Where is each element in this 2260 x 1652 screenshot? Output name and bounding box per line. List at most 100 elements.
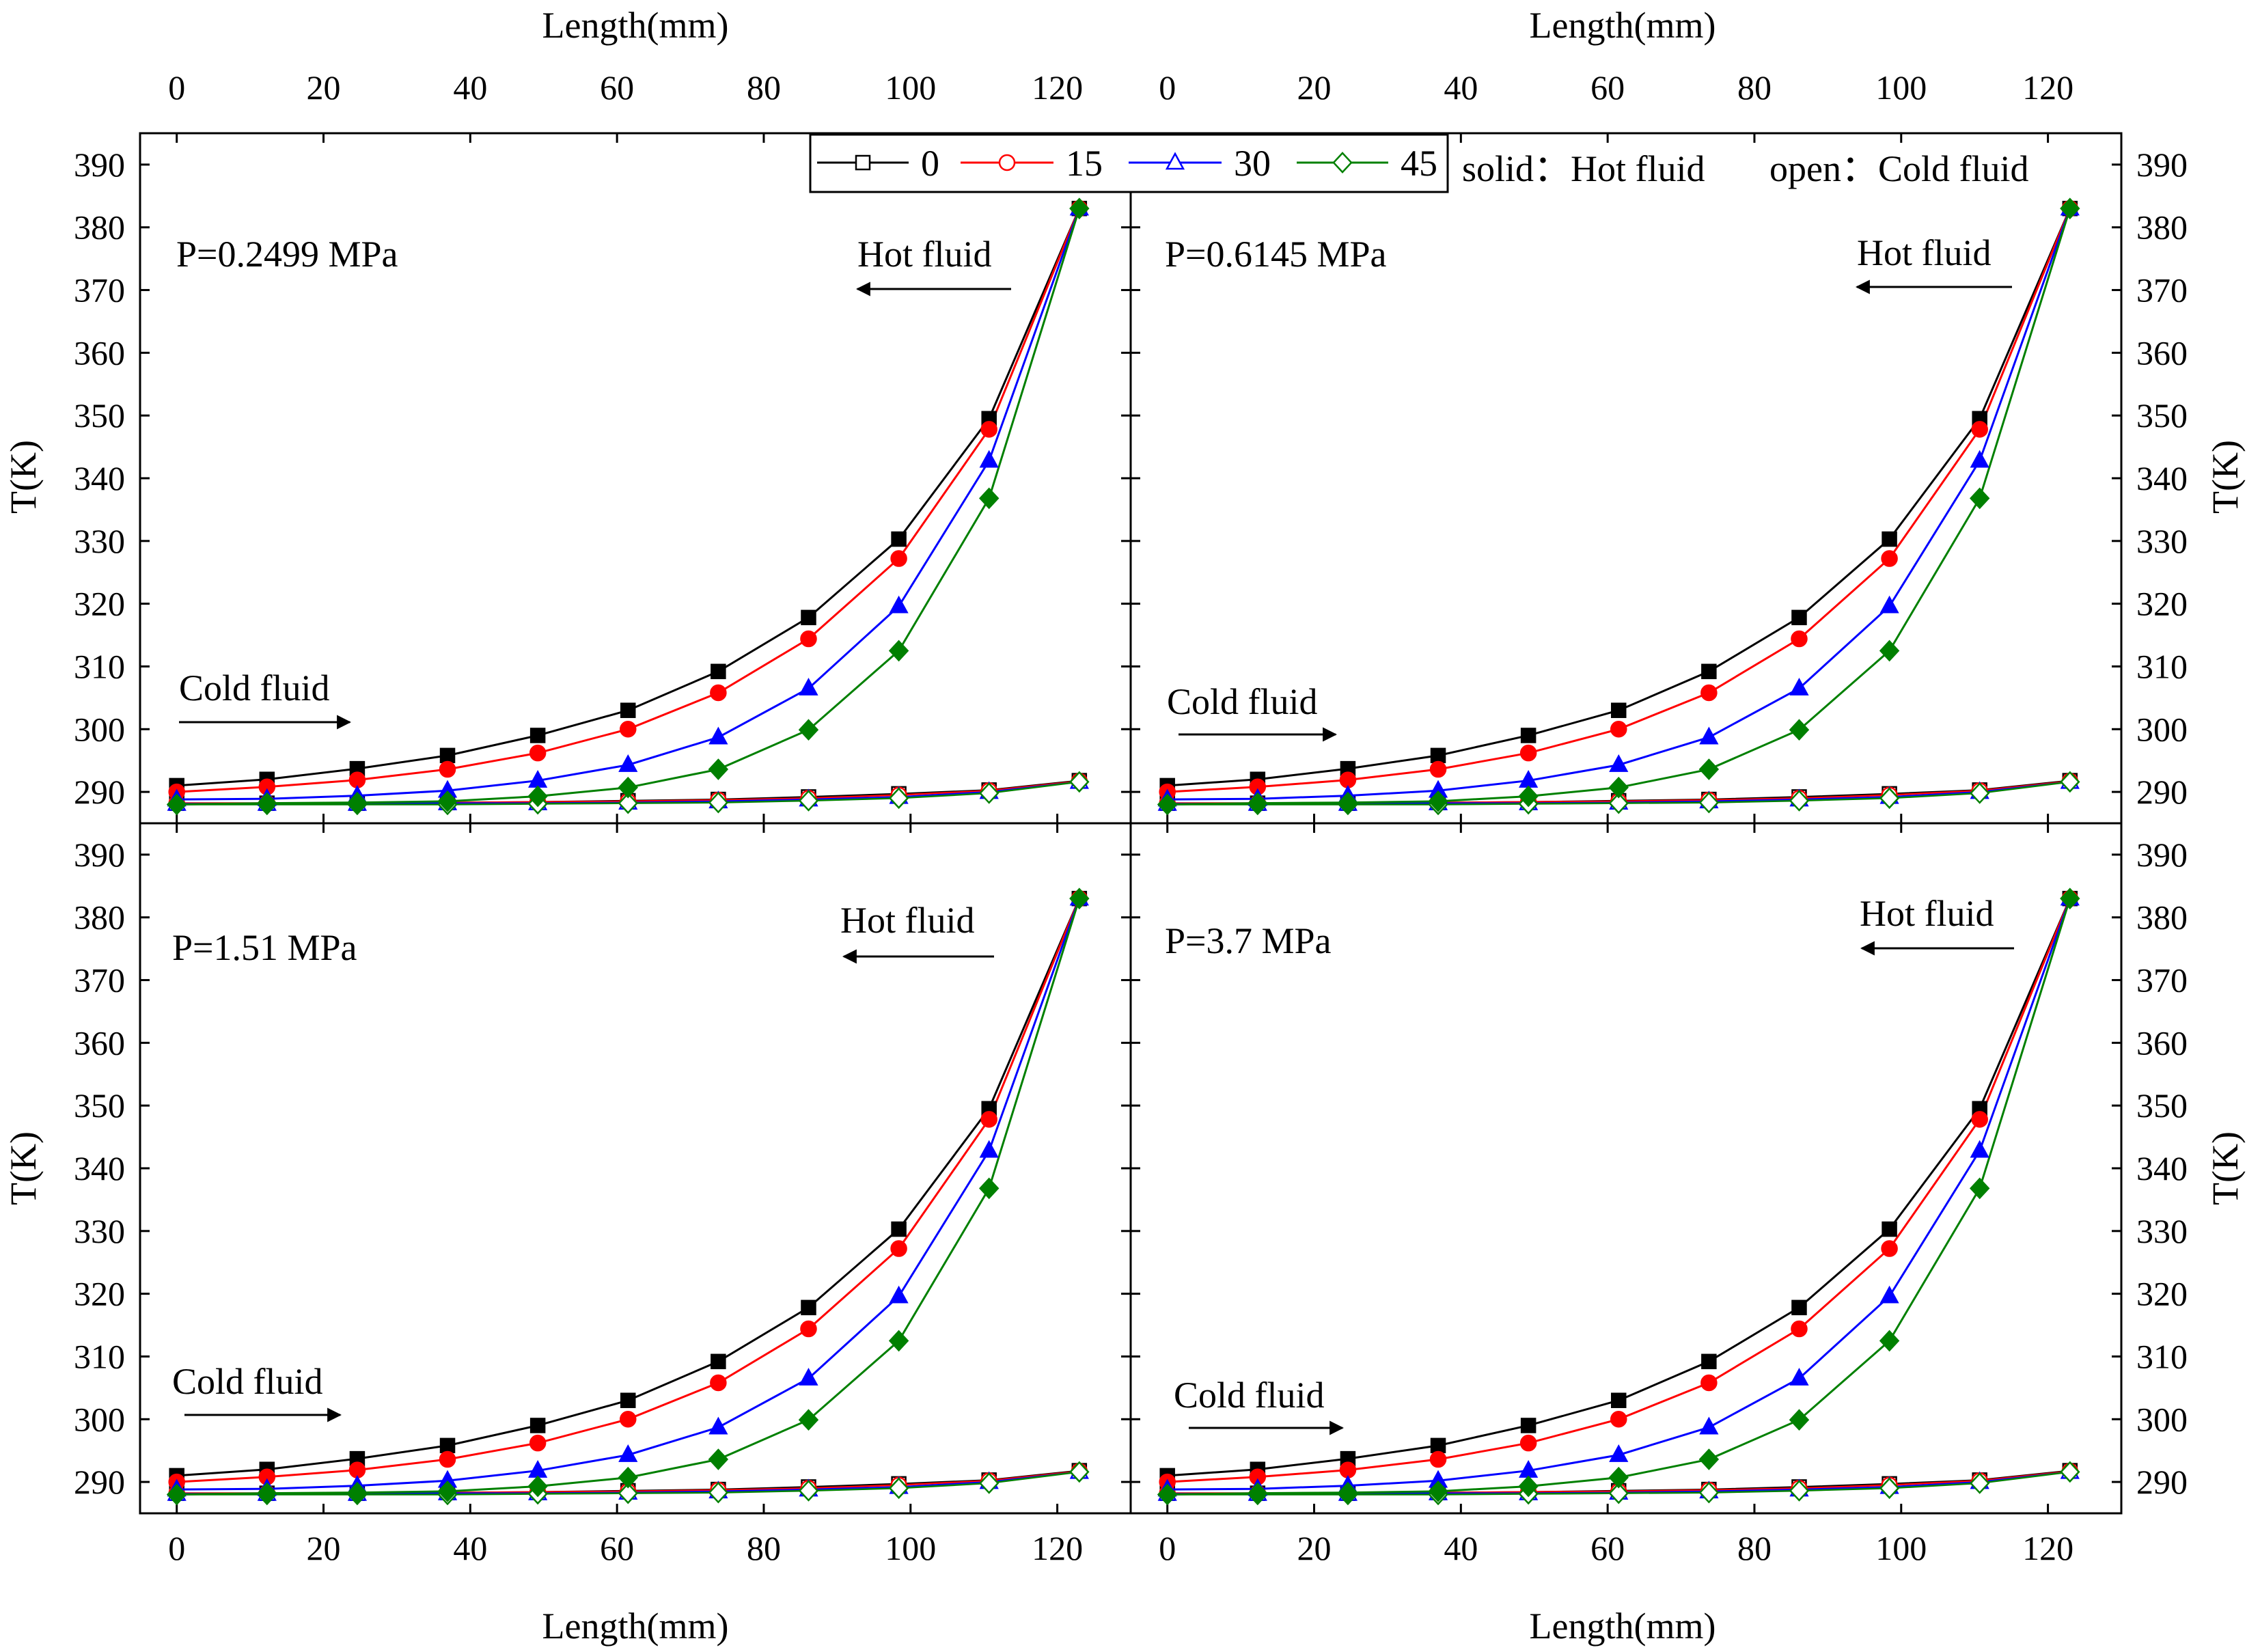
legend-swatch-marker-15 xyxy=(998,154,1016,171)
y-tick-label: 350 xyxy=(2136,396,2188,435)
hot-point-45 xyxy=(978,487,1000,510)
hot-point-45 xyxy=(1879,1330,1900,1352)
hot-point-45 xyxy=(1789,1409,1810,1431)
hot-point-15 xyxy=(1700,1374,1718,1392)
x-tick-label: 60 xyxy=(600,68,634,107)
y-tick-label: 330 xyxy=(2136,522,2188,560)
x-tick-label: 100 xyxy=(1875,1529,1927,1567)
top-right-y-axis-title: T(K) xyxy=(2205,440,2246,514)
y-tick-label: 350 xyxy=(2136,1086,2188,1125)
cold-point-45 xyxy=(1698,1481,1720,1504)
cold-point-45 xyxy=(798,790,819,812)
hot-point-45 xyxy=(527,1475,548,1498)
hot-point-45 xyxy=(1698,758,1720,780)
hot-point-30 xyxy=(1699,726,1719,745)
hot-point-15 xyxy=(1791,630,1808,648)
y-tick-label: 310 xyxy=(2136,647,2188,685)
y-tick-label: 390 xyxy=(2136,836,2188,874)
cold-fluid-label: Cold fluid xyxy=(1167,681,1318,722)
hot-point-15 xyxy=(800,1320,817,1338)
hot-point-30 xyxy=(708,1416,728,1435)
hot-point-0 xyxy=(801,609,816,626)
cold-point-45 xyxy=(1969,1472,1990,1494)
y-tick-label: 370 xyxy=(2136,271,2188,309)
hot-point-15 xyxy=(1429,760,1447,778)
x-tick-label: 0 xyxy=(168,68,185,107)
y-tick-label: 330 xyxy=(74,522,125,560)
hot-point-0 xyxy=(620,1392,636,1408)
hot-point-30 xyxy=(1879,595,1899,614)
hot-point-15 xyxy=(439,760,456,778)
hot-point-0 xyxy=(1611,1392,1627,1408)
hot-point-45 xyxy=(1069,887,1090,910)
y-tick-label: 380 xyxy=(2136,208,2188,247)
hot-point-30 xyxy=(799,677,818,696)
bottom-left-y-axis-title: T(K) xyxy=(3,1131,44,1205)
hot-point-45 xyxy=(1428,790,1448,812)
hot-point-45 xyxy=(166,1483,187,1506)
legend-note-solid: solid：Hot fluid xyxy=(1462,148,1705,189)
hot-point-45 xyxy=(618,776,638,799)
y-tick-label: 360 xyxy=(2136,1023,2188,1062)
hot-fluid-label: Hot fluid xyxy=(1860,893,1994,934)
x-tick-label: 80 xyxy=(747,1529,781,1567)
bottom-left-x-axis-title: Length(mm) xyxy=(542,1606,729,1647)
legend-label-0: 0 xyxy=(921,143,939,184)
cold-point-45 xyxy=(1698,791,1720,814)
cold-point-45 xyxy=(2060,771,2080,793)
hot-point-15 xyxy=(529,1434,547,1452)
panel-top-left: 290 300 310 320 330 340 350 360 370 380 390 0 20 40 60… xyxy=(74,68,1132,825)
hot-point-45 xyxy=(437,790,458,812)
hot-point-45 xyxy=(347,791,368,814)
hot-point-45 xyxy=(1069,197,1090,220)
cold-point-45 xyxy=(1789,790,1810,812)
hot-point-30 xyxy=(889,1285,909,1304)
hot-point-0 xyxy=(529,1418,546,1433)
top-right-x-axis-title: Length(mm) xyxy=(1530,5,1716,46)
x-tick-label: 120 xyxy=(1032,1529,1083,1567)
x-tick-label: 80 xyxy=(1737,68,1772,107)
hot-point-45 xyxy=(618,1466,638,1489)
legend: 0 15 30 45 xyxy=(809,133,1449,193)
hot-point-45 xyxy=(1518,785,1539,808)
y-tick-label: 380 xyxy=(2136,898,2188,937)
hot-point-45 xyxy=(1698,1448,1720,1470)
y-tick-label: 300 xyxy=(74,1400,125,1438)
hot-point-45 xyxy=(888,1330,909,1352)
hot-point-30 xyxy=(799,1367,818,1386)
y-tick-label: 350 xyxy=(74,1086,125,1125)
x-tick-label: 120 xyxy=(2022,68,2073,107)
y-tick-label: 370 xyxy=(74,271,125,309)
hot-point-45 xyxy=(166,793,187,816)
hot-point-0 xyxy=(801,1299,816,1316)
y-tick-label: 380 xyxy=(74,898,125,937)
legend-label-30: 30 xyxy=(1234,143,1271,184)
hot-point-15 xyxy=(1881,1240,1898,1257)
cold-point-45 xyxy=(888,1477,909,1500)
y-tick-label: 360 xyxy=(74,1023,125,1062)
hot-point-15 xyxy=(890,550,907,567)
y-tick-label: 300 xyxy=(74,710,125,748)
hot-point-15 xyxy=(1700,684,1718,702)
hot-point-45 xyxy=(1879,639,1900,662)
y-tick-label: 310 xyxy=(74,647,125,685)
hot-point-15 xyxy=(1429,1450,1447,1468)
legend-note-open: open：Cold fluid xyxy=(1769,148,2028,189)
hot-point-45 xyxy=(1157,1483,1178,1506)
y-tick-label: 350 xyxy=(74,396,125,435)
cold-point-45 xyxy=(1069,771,1090,793)
hot-point-30 xyxy=(1970,450,1989,468)
x-tick-label: 60 xyxy=(1590,1529,1625,1567)
y-tick-label: 290 xyxy=(74,773,125,811)
y-tick-label: 320 xyxy=(74,585,125,623)
x-tick-label: 40 xyxy=(1444,68,1478,107)
x-tick-label: 120 xyxy=(2022,1529,2073,1567)
cold-point-45 xyxy=(1879,787,1900,810)
x-tick-label: 80 xyxy=(747,68,781,107)
hot-point-30 xyxy=(1699,1416,1719,1435)
hot-point-15 xyxy=(1971,421,1988,438)
panel-bottom-right: 290 300 310 320 330 340 350 360 370 380 390 0 20 40 60… xyxy=(1129,822,2188,1567)
y-tick-label: 310 xyxy=(2136,1337,2188,1375)
hot-point-15 xyxy=(980,1111,997,1128)
